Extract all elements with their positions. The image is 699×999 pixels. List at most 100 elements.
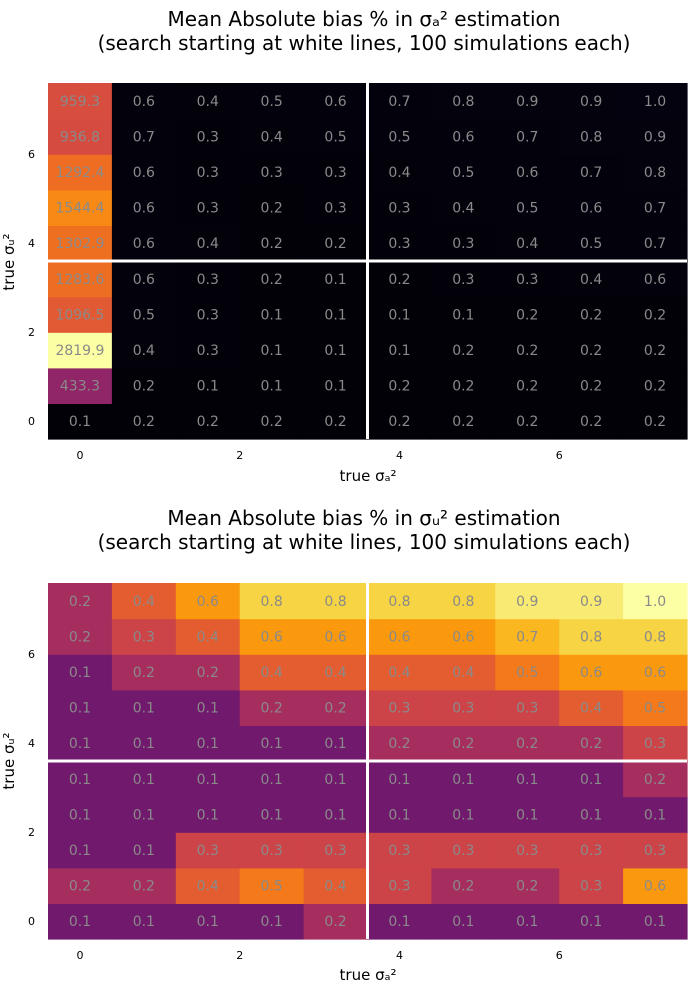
cell-value-label: 0.3: [580, 879, 602, 895]
heatmap-cell: [175, 654, 241, 691]
cell-value-label: 0.3: [516, 272, 538, 288]
cell-value-label: 0.4: [324, 879, 346, 895]
cell-value-label: 0.3: [197, 843, 219, 859]
heatmap-cell: [559, 761, 624, 798]
cell-value-label: 0.3: [452, 272, 474, 288]
cell-value-label: 0.7: [644, 201, 666, 217]
cell-value-label: 0.1: [261, 772, 283, 788]
heatmap-cell: [495, 903, 560, 940]
cell-value-label: 0.2: [324, 701, 346, 717]
cell-value-label: 0.1: [197, 379, 219, 395]
cell-value-label: 0.2: [644, 343, 666, 359]
heatmap-cell: [111, 796, 177, 833]
y-tick-label: 0: [28, 415, 35, 428]
cell-value-label: 0.5: [580, 236, 602, 252]
cell-value-label: 0.1: [644, 914, 666, 930]
cell-value-label: 0.2: [261, 701, 283, 717]
heatmap-cell: [431, 189, 496, 226]
heatmap-cell: [431, 154, 496, 191]
heatmap-cell: [367, 154, 432, 191]
heatmap-cell: [175, 403, 241, 440]
cell-value-label: 0.1: [452, 807, 474, 823]
heatmap-cell: [623, 118, 688, 155]
cell-value-label: 0.1: [261, 736, 283, 752]
heatmap-cell: [111, 225, 177, 262]
cell-value-label: 0.2: [261, 414, 283, 430]
cell-value-label: 0.3: [516, 843, 538, 859]
cell-value-label: 0.1: [69, 772, 91, 788]
cell-value-label: 0.1: [452, 914, 474, 930]
cell-value-label: 0.2: [452, 379, 474, 395]
heatmap-cell: [559, 583, 624, 620]
heatmap-cell: [559, 796, 624, 833]
cell-value-label: 0.6: [261, 629, 283, 645]
heatmap-cell: [48, 796, 113, 833]
cell-value-label: 0.5: [516, 665, 538, 681]
heatmap-cell: [623, 689, 688, 726]
chart-a-x-axis-label: true σₐ²: [340, 467, 397, 485]
cell-value-label: 0.3: [388, 201, 410, 217]
cell-value-label: 0.1: [388, 343, 410, 359]
cell-value-label: 0.3: [452, 843, 474, 859]
cell-value-label: 0.2: [580, 379, 602, 395]
heatmap-cell: [48, 367, 113, 404]
heatmap-cell: [239, 583, 305, 620]
cell-value-label: 0.6: [644, 272, 666, 288]
heatmap-cell: [48, 225, 113, 262]
heatmap-cell: [48, 761, 113, 798]
cell-value-label: 0.1: [133, 807, 155, 823]
heatmap-cell: [623, 867, 688, 904]
heatmap-cell: [559, 654, 624, 691]
heatmap-cell: [111, 867, 177, 904]
heatmap-cell: [623, 403, 688, 440]
x-tick-label: 2: [236, 449, 243, 462]
heatmap-cell: [303, 654, 369, 691]
y-tick-label: 2: [28, 826, 35, 839]
cell-value-label: 0.2: [388, 379, 410, 395]
heatmap-cell: [175, 83, 241, 120]
heatmap-cell: [559, 225, 624, 262]
cell-value-label: 0.5: [388, 129, 410, 145]
heatmap-cell: [495, 403, 560, 440]
heatmap-cell: [559, 832, 624, 869]
heatmap-cell: [495, 296, 560, 333]
heatmap-cell: [367, 654, 432, 691]
cell-value-label: 0.2: [516, 343, 538, 359]
heatmap-cell: [431, 83, 496, 120]
cell-value-label: 0.3: [388, 701, 410, 717]
heatmap-cell: [111, 154, 177, 191]
cell-value-label: 0.3: [580, 843, 602, 859]
cell-value-label: 0.1: [324, 343, 346, 359]
cell-value-label: 0.4: [261, 129, 283, 145]
cell-value-label: 0.6: [452, 129, 474, 145]
heatmap-cell: [367, 261, 432, 298]
heatmap-cell: [48, 403, 113, 440]
heatmap-cell: [495, 689, 560, 726]
cell-value-label: 1096.5: [55, 307, 104, 323]
heatmap-cell: [367, 189, 432, 226]
cell-value-label: 0.6: [580, 201, 602, 217]
heatmap-cell: [175, 296, 241, 333]
heatmap-cell: [303, 403, 369, 440]
cell-value-label: 0.3: [388, 879, 410, 895]
cell-value-label: 0.2: [516, 879, 538, 895]
cell-value-label: 0.1: [388, 807, 410, 823]
cell-value-label: 0.2: [133, 879, 155, 895]
cell-value-label: 0.1: [197, 736, 219, 752]
cell-value-label: 0.2: [69, 629, 91, 645]
cell-value-label: 0.2: [388, 272, 410, 288]
cell-value-label: 0.1: [580, 772, 602, 788]
cell-value-label: 0.5: [261, 879, 283, 895]
cell-value-label: 0.2: [516, 736, 538, 752]
cell-value-label: 0.4: [197, 236, 219, 252]
y-tick-label: 6: [28, 148, 35, 161]
cell-value-label: 936.8: [60, 129, 100, 145]
cell-value-label: 0.9: [580, 594, 602, 610]
heatmap-cell: [111, 189, 177, 226]
cell-value-label: 2819.9: [55, 343, 104, 359]
heatmap-cell: [495, 83, 560, 120]
heatmap-cell: [303, 118, 369, 155]
chart-a-variance-bias: Mean Absolute bias % in σₐ² estimation (…: [0, 7, 688, 485]
heatmap-cell: [495, 618, 560, 655]
heatmap-cell: [239, 903, 305, 940]
